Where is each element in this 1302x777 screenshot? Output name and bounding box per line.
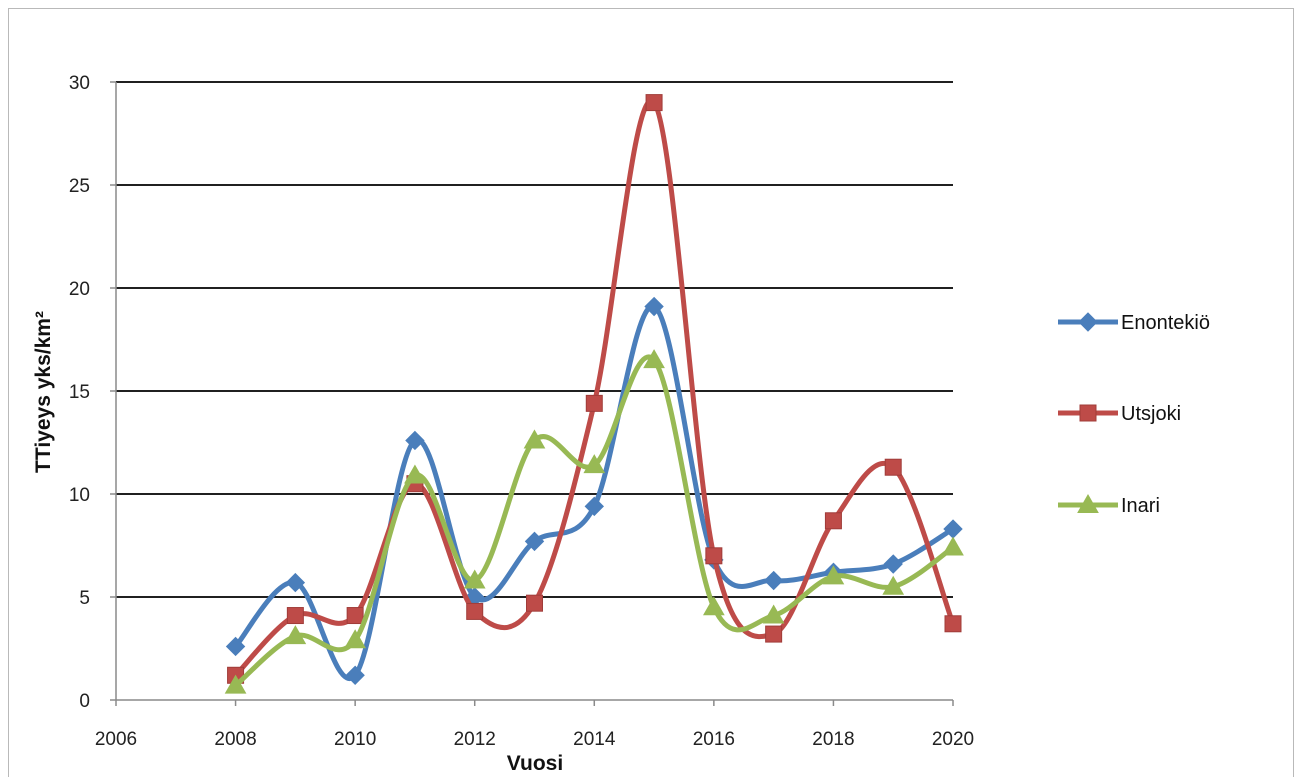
data-point-enonteki bbox=[584, 496, 604, 517]
data-point-enonteki bbox=[285, 572, 306, 593]
series-enonteki bbox=[225, 296, 963, 685]
data-point-utsjoki bbox=[944, 615, 962, 633]
axes bbox=[110, 81, 954, 706]
data-point-inari bbox=[942, 536, 964, 556]
data-point-inari bbox=[284, 625, 307, 645]
data-point-inari bbox=[224, 674, 247, 694]
y-tick-label: 5 bbox=[79, 588, 90, 609]
x-tick-label: 2014 bbox=[573, 729, 616, 750]
legend-marker-utsjoki bbox=[1079, 404, 1097, 422]
data-point-inari bbox=[344, 629, 367, 649]
chart-frame bbox=[8, 8, 1294, 777]
y-tick-label: 10 bbox=[69, 485, 90, 506]
x-tick-label: 2018 bbox=[812, 729, 854, 750]
series-inari bbox=[224, 349, 964, 694]
tick-labels: 0 5 10 15 20 25 30 2006 2008 2010 2012 2014 2016 2018… bbox=[69, 73, 974, 750]
data-point-utsjoki bbox=[346, 607, 364, 625]
legend-label-inari: Inari bbox=[1121, 495, 1160, 517]
x-tick-label: 2012 bbox=[454, 729, 496, 750]
y-tick-label: 30 bbox=[69, 73, 90, 94]
data-point-utsjoki bbox=[526, 594, 543, 612]
legend-label-utsjoki: Utsjoki bbox=[1121, 403, 1181, 425]
data-point-enonteki bbox=[405, 430, 425, 451]
y-tick-label: 15 bbox=[69, 382, 90, 403]
y-tick-label: 0 bbox=[79, 691, 90, 712]
data-point-enonteki bbox=[644, 296, 664, 317]
data-point-enonteki bbox=[763, 570, 784, 591]
y-tick-label: 20 bbox=[69, 279, 90, 300]
data-point-enonteki bbox=[883, 554, 903, 574]
x-tick-label: 2008 bbox=[214, 729, 256, 750]
legend-marker-enonteki bbox=[1078, 312, 1098, 332]
data-point-utsjoki bbox=[705, 547, 723, 565]
series-line-utsjoki bbox=[233, 98, 956, 678]
data-point-inari bbox=[762, 604, 785, 624]
data-point-enonteki bbox=[524, 531, 545, 552]
x-axis-title: Vuosi bbox=[507, 752, 563, 775]
data-point-enonteki bbox=[225, 636, 246, 657]
data-point-enonteki bbox=[345, 665, 365, 685]
x-tick-label: 2010 bbox=[334, 729, 376, 750]
series-group bbox=[224, 94, 964, 694]
y-axis-title: TTiyeys yks/km² bbox=[32, 311, 55, 473]
data-point-inari bbox=[404, 464, 426, 484]
data-point-utsjoki bbox=[645, 94, 663, 112]
data-point-inari bbox=[882, 575, 905, 595]
x-tick-label: 2020 bbox=[932, 729, 974, 750]
data-point-utsjoki bbox=[585, 394, 603, 412]
x-tick-label: 2006 bbox=[95, 729, 137, 750]
data-point-utsjoki bbox=[884, 458, 902, 476]
series-utsjoki bbox=[227, 94, 962, 684]
data-point-inari bbox=[702, 596, 725, 616]
x-tick-label: 2016 bbox=[693, 729, 735, 750]
legend-label-enonteki: Enontekiö bbox=[1121, 312, 1210, 334]
legend-marker-inari bbox=[1077, 493, 1099, 513]
data-point-inari bbox=[463, 569, 486, 589]
data-point-inari bbox=[822, 565, 845, 585]
legend: Enontekiö Utsjoki Inari bbox=[1058, 312, 1210, 517]
data-point-inari bbox=[583, 454, 606, 474]
data-point-utsjoki bbox=[286, 607, 304, 625]
y-tick-label: 25 bbox=[69, 176, 90, 197]
data-point-inari bbox=[523, 429, 546, 449]
data-point-utsjoki bbox=[765, 625, 783, 643]
data-point-utsjoki bbox=[466, 602, 484, 620]
data-point-inari bbox=[643, 349, 665, 369]
data-point-utsjoki bbox=[824, 512, 842, 530]
